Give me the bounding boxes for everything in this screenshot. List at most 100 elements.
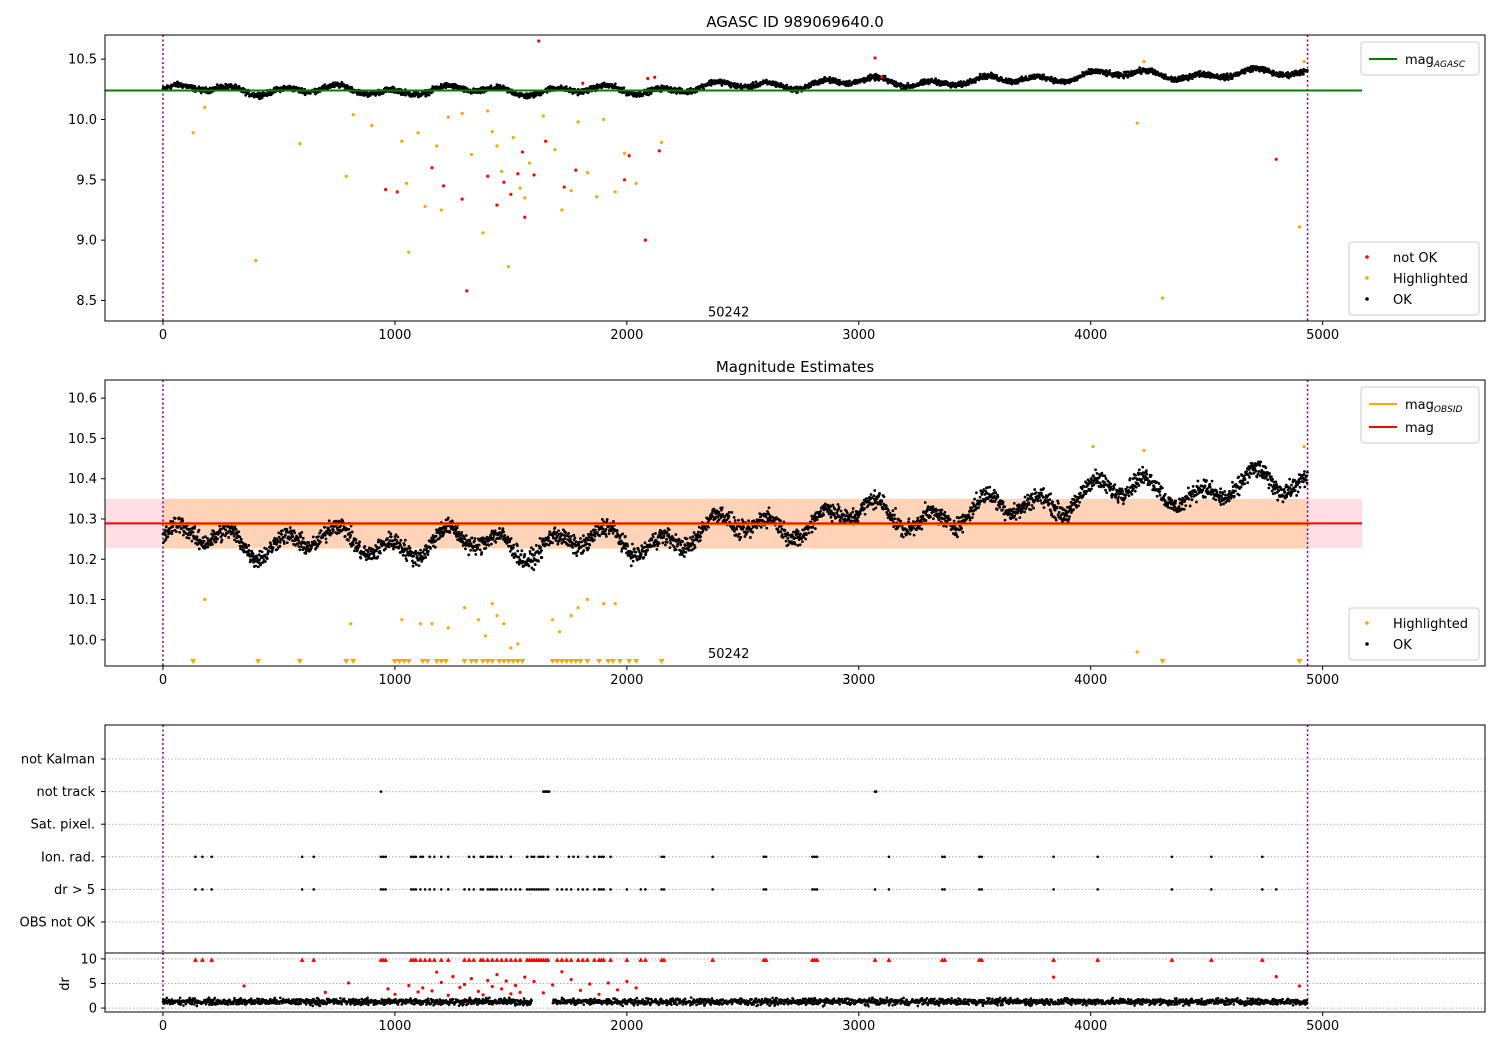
- estimates-ok-point: [805, 533, 808, 537]
- estimates-ok-point: [730, 510, 734, 514]
- estimates-ok-point: [607, 532, 611, 536]
- estimates-ok-point: [600, 518, 604, 521]
- estimates-ok-point: [668, 546, 672, 550]
- agasc-ok-point: [237, 85, 241, 88]
- agasc-highlighted-point: [527, 161, 532, 165]
- estimates-ok-point: [347, 538, 350, 542]
- agasc-ok-point: [1049, 75, 1053, 79]
- estimates-ok-point: [348, 531, 352, 535]
- agasc-highlighted-point: [560, 208, 564, 212]
- agasc-highlighted-point: [1135, 121, 1139, 125]
- estimates-ok-point: [727, 510, 731, 514]
- estimates-ok-point: [588, 543, 592, 547]
- estimates-ok-point: [612, 519, 615, 523]
- estimates-ok-point: [681, 540, 684, 543]
- estimates-ok-point: [318, 540, 322, 544]
- estimates-ok-point: [654, 532, 657, 535]
- estimates-ok-point: [412, 554, 416, 558]
- agasc-highlighted-point: [613, 190, 617, 194]
- estimates-ok-point: [470, 536, 474, 540]
- estimates-ok-point: [214, 540, 218, 544]
- estimates-ok-point: [493, 529, 497, 533]
- agasc-not-ok-point: [516, 172, 520, 176]
- estimates-ok-point: [569, 537, 572, 541]
- estimates-ok-point: [301, 536, 305, 540]
- estimates-ok-point: [468, 539, 472, 543]
- agasc-ok-point: [271, 91, 275, 95]
- estimates-ok-point: [737, 518, 740, 522]
- agasc-highlighted-point: [407, 250, 411, 254]
- estimates-ok-point: [232, 534, 236, 538]
- estimates-ok-point: [511, 546, 515, 550]
- estimates-ok-point: [707, 525, 710, 529]
- estimates-ok-point: [455, 526, 459, 530]
- agasc-x-tick-label: 3000: [842, 328, 875, 343]
- estimates-ok-point: [403, 543, 406, 547]
- estimates-ok-point: [810, 530, 814, 534]
- estimates-ok-point: [582, 534, 585, 538]
- agasc-highlighted-point: [500, 169, 504, 173]
- estimates-ok-point: [755, 526, 759, 530]
- estimates-ok-point: [539, 546, 543, 549]
- estimates-ok-point: [323, 533, 327, 537]
- estimates-ok-point: [631, 559, 635, 563]
- estimates-ok-point: [502, 530, 506, 534]
- estimates-ok-point: [347, 527, 351, 531]
- agasc-highlighted-point: [203, 105, 207, 110]
- estimates-ok-point: [264, 560, 267, 563]
- estimates-ok-point: [354, 541, 358, 545]
- agasc-ok-point: [1301, 72, 1305, 76]
- estimates-ok-point: [282, 542, 286, 545]
- estimates-ok-point: [746, 530, 749, 534]
- estimates-ok-point: [457, 530, 461, 534]
- estimates-ok-point: [651, 535, 655, 539]
- estimates-ok-point: [665, 530, 669, 534]
- estimates-ok-point: [661, 541, 665, 545]
- agasc-not-ok-point: [657, 149, 661, 153]
- estimates-ok-point: [693, 546, 697, 549]
- estimates-ok-point: [357, 544, 361, 548]
- estimates-ok-point: [646, 548, 650, 552]
- estimates-ok-point: [701, 529, 705, 533]
- estimates-ok-point: [363, 544, 367, 548]
- estimates-ok-point: [258, 558, 261, 562]
- estimates-ok-point: [480, 551, 484, 554]
- estimates-ok-point: [534, 543, 538, 547]
- estimates-ok-point: [587, 546, 591, 550]
- estimates-ok-point: [463, 537, 467, 541]
- agasc-ok-point: [754, 80, 758, 84]
- estimates-ok-point: [704, 528, 708, 531]
- estimates-ok-point: [807, 531, 811, 535]
- agasc-not-ok-point: [627, 154, 631, 158]
- agasc-not-ok-point: [532, 173, 536, 177]
- estimates-ok-point: [604, 527, 608, 531]
- estimates-ok-point: [697, 530, 700, 534]
- agasc-ok-point: [304, 92, 307, 96]
- agasc-highlighted-point: [660, 140, 664, 145]
- estimates-ok-point: [662, 534, 666, 538]
- estimates-ok-point: [699, 535, 703, 539]
- agasc-highlighted-point: [460, 111, 464, 116]
- estimates-ok-point: [698, 538, 702, 542]
- estimates-ok-point: [589, 530, 593, 534]
- agasc-highlighted-point: [446, 115, 450, 119]
- agasc-ok-point: [1042, 73, 1045, 77]
- estimates-ok-point: [576, 549, 580, 553]
- estimates-ok-point: [665, 540, 669, 544]
- agasc-highlighted-point: [435, 144, 439, 148]
- agasc-highlighted-point: [490, 129, 494, 134]
- estimates-ok-point: [601, 527, 605, 531]
- estimates-ok-point: [639, 552, 643, 556]
- estimates-ok-point: [476, 546, 480, 550]
- estimates-ok-point: [579, 537, 582, 540]
- estimates-ok-point: [716, 515, 720, 519]
- estimates-ok-point: [733, 519, 737, 522]
- estimates-ok-point: [537, 560, 540, 563]
- agasc-ok-point: [978, 72, 982, 76]
- estimates-ok-point: [677, 538, 681, 542]
- estimates-ok-point: [813, 527, 817, 530]
- magnitude-estimates-title: Magnitude Estimates: [716, 358, 874, 376]
- estimates-ok-point: [682, 555, 686, 558]
- estimates-ok-point: [515, 544, 519, 547]
